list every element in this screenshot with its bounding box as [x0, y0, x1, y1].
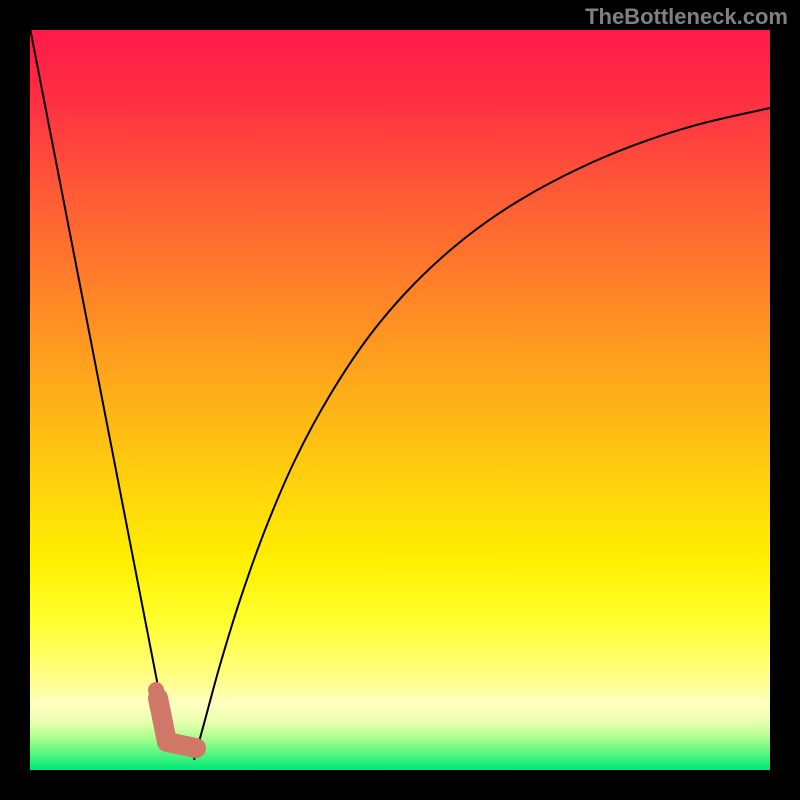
bottleneck-chart: [0, 0, 800, 800]
chart-root: TheBottleneck.com: [0, 0, 800, 800]
bottleneck-marker-dot: [148, 682, 164, 698]
watermark-text: TheBottleneck.com: [585, 4, 788, 30]
gradient-background: [30, 30, 770, 770]
